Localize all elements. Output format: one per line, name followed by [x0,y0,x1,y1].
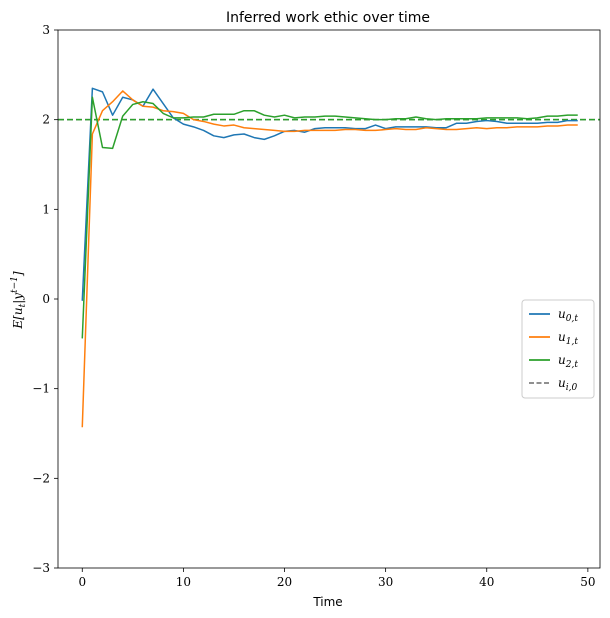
legend-label-1: u1,t [558,330,578,347]
y-axis-label: E[ut|yt−1] [10,271,28,330]
x-tick-label-1: 10 [176,575,191,589]
x-tick-label-2: 20 [277,575,292,589]
x-tick-label-3: 30 [378,575,393,589]
x-tick-label-4: 40 [479,575,494,589]
axes: 0 10 20 30 40 50 −3 −2 −1 0 1 2 3 [32,23,601,589]
y-tick-label-6: 3 [42,23,50,37]
x-tick-label-0: 0 [78,575,86,589]
y-tick-label-5: 2 [42,113,50,127]
y-tick-label-2: −1 [32,382,50,396]
y-axis-label-group: E[ut|yt−1] [10,271,28,330]
y-tick-label-4: 1 [42,202,50,216]
legend-box [521,299,595,399]
x-axis-label: Time [312,595,342,609]
x-tick-label-5: 50 [580,575,595,589]
y-tick-label-3: 0 [42,292,50,306]
y-tick-label-1: −2 [32,471,50,485]
series-line-0 [81,87,578,301]
plot-area [58,87,600,428]
series-line-2 [81,96,578,339]
y-tick-label-0: −3 [32,561,50,575]
legend: u0,t u1,t u2,t ui,0 [521,299,595,399]
legend-label-2: u2,t [558,353,578,370]
legend-label-0: u0,t [558,307,578,324]
chart-title: Inferred work ethic over time [226,10,430,26]
series-line-1 [81,90,578,428]
legend-label-3: ui,0 [558,376,577,393]
